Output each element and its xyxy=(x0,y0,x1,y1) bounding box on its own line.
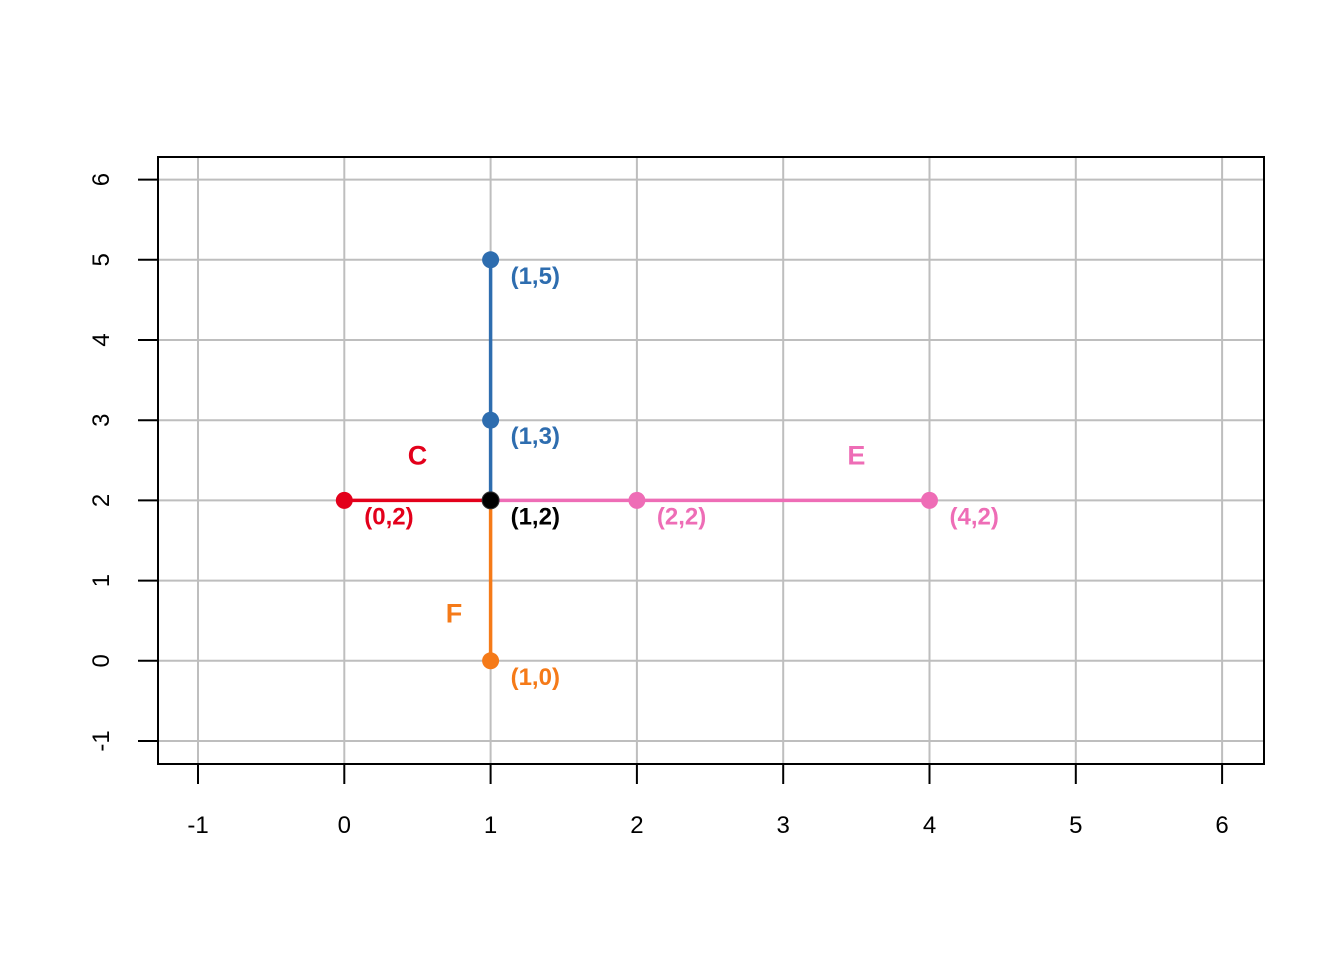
x-tick-label: 3 xyxy=(777,812,790,839)
point-label: (1,0) xyxy=(511,664,560,691)
data-point xyxy=(482,411,500,429)
point-label: (1,2) xyxy=(511,503,560,530)
y-tick-label: 3 xyxy=(88,414,115,427)
x-tick-label: 6 xyxy=(1215,812,1228,839)
data-point xyxy=(921,491,938,509)
segment-label: F xyxy=(446,598,463,628)
segment-label: E xyxy=(847,440,865,470)
x-tick-label: 2 xyxy=(630,812,643,839)
data-point xyxy=(482,652,500,670)
point-label: (1,3) xyxy=(511,423,560,450)
x-tick-label: 4 xyxy=(923,812,936,839)
point-label: (0,2) xyxy=(364,503,413,530)
data-point xyxy=(335,491,353,509)
point-label: (4,2) xyxy=(950,503,999,530)
x-tick-label: 1 xyxy=(484,812,497,839)
segment-label: C xyxy=(408,440,428,470)
x-tick-label: 0 xyxy=(338,812,351,839)
x-tick-label: -1 xyxy=(187,812,208,839)
y-tick-label: 6 xyxy=(88,173,115,186)
plot-frame xyxy=(157,156,1265,765)
x-tick-label: 5 xyxy=(1069,812,1082,839)
segments xyxy=(344,259,930,661)
y-tick-label: 4 xyxy=(88,333,115,346)
grid xyxy=(158,157,1264,764)
data-point xyxy=(482,251,500,269)
point-label: (1,5) xyxy=(511,263,560,290)
data-point xyxy=(481,491,500,510)
data-point xyxy=(628,491,646,509)
point-label: (2,2) xyxy=(657,503,706,530)
y-tick-label: 0 xyxy=(88,654,115,667)
y-tick-label: 1 xyxy=(88,574,115,587)
y-tick-label: 2 xyxy=(88,494,115,507)
y-tick-label: 5 xyxy=(88,253,115,266)
labels: (1,5) (1,3) (0,2) (2,2) (4,2) (1,0) (1,2) C E F xyxy=(364,263,999,691)
points xyxy=(335,251,938,670)
y-tick-label: -1 xyxy=(88,730,115,751)
axes: -1 0 1 2 3 4 5 6 -1 0 1 2 3 4 5 6 xyxy=(88,156,1265,839)
